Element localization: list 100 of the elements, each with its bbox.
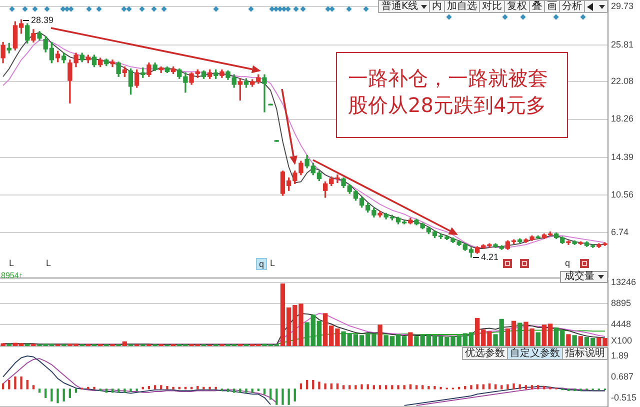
bar bbox=[160, 385, 162, 390]
button: 画 bbox=[544, 0, 560, 13]
y-tick-label: 29.73 bbox=[611, 1, 634, 12]
bar bbox=[202, 386, 205, 390]
bar bbox=[372, 385, 375, 390]
bar bbox=[415, 385, 418, 390]
bar bbox=[190, 386, 193, 390]
bar bbox=[409, 384, 412, 390]
annotation: L bbox=[270, 258, 276, 268]
annotation: 叠 bbox=[532, 1, 542, 12]
annotation: 8954↑ bbox=[1, 271, 23, 280]
bar bbox=[524, 385, 527, 390]
bar bbox=[166, 386, 168, 390]
bar bbox=[348, 385, 351, 390]
y-axis-title: X100 bbox=[611, 335, 632, 346]
bar bbox=[378, 385, 382, 390]
bar bbox=[105, 388, 108, 393]
bar bbox=[360, 384, 363, 390]
bar bbox=[2, 383, 4, 390]
annotation: L bbox=[46, 258, 52, 268]
bar bbox=[385, 385, 388, 390]
y-tick-label: 22.08 bbox=[611, 76, 634, 86]
dropdown: 成交量 bbox=[560, 271, 608, 283]
annotation: 股价从28元跌到4元多 bbox=[348, 92, 548, 119]
button: 加自选 bbox=[444, 0, 480, 13]
bar bbox=[324, 383, 326, 390]
bar bbox=[269, 388, 272, 400]
bar bbox=[458, 386, 460, 390]
y-tick-label: 0.687 bbox=[611, 372, 634, 382]
bar bbox=[428, 386, 430, 390]
bar bbox=[330, 383, 332, 390]
annotation: 指标说明 bbox=[565, 348, 605, 359]
bar bbox=[68, 388, 71, 398]
bar bbox=[172, 386, 174, 390]
bar bbox=[154, 385, 156, 390]
bar bbox=[44, 388, 47, 398]
annotation: 对比 bbox=[482, 1, 502, 12]
bar bbox=[148, 386, 150, 390]
bar bbox=[578, 336, 583, 346]
annotation: 分析 bbox=[562, 1, 582, 12]
bar bbox=[536, 332, 540, 346]
button: 分析 bbox=[559, 0, 585, 13]
bar bbox=[537, 385, 540, 390]
annotation: 优选参数 bbox=[465, 348, 505, 359]
bar bbox=[306, 380, 308, 390]
bar bbox=[214, 386, 217, 390]
annotation: 一路补仓，一路就被套 bbox=[348, 65, 549, 92]
bar bbox=[226, 388, 230, 392]
bar bbox=[573, 388, 576, 392]
bar bbox=[464, 386, 466, 390]
annotation: 画 bbox=[547, 1, 557, 12]
annotation: 复权 bbox=[507, 1, 527, 12]
bar bbox=[506, 384, 509, 390]
bar bbox=[87, 386, 90, 390]
bar bbox=[482, 384, 484, 390]
button: 自定义参数 bbox=[507, 347, 563, 360]
bar bbox=[530, 385, 534, 390]
bar bbox=[220, 388, 223, 392]
y-tick-label: 6.74 bbox=[611, 226, 629, 237]
button: 叠 bbox=[529, 0, 545, 13]
bar bbox=[567, 388, 570, 392]
bar bbox=[136, 388, 138, 392]
bar bbox=[74, 388, 78, 393]
bar bbox=[233, 388, 236, 393]
bar bbox=[50, 388, 53, 402]
bar bbox=[62, 388, 65, 402]
y-tick-label: 25.81 bbox=[611, 40, 634, 50]
annotation: q bbox=[565, 258, 570, 268]
button: 优选参数 bbox=[462, 347, 508, 360]
bar bbox=[518, 384, 521, 390]
bar bbox=[318, 382, 320, 390]
bar bbox=[543, 386, 546, 390]
bar bbox=[14, 376, 16, 390]
bar bbox=[20, 376, 22, 390]
bar bbox=[117, 388, 120, 393]
bar bbox=[56, 388, 59, 404]
bar bbox=[580, 388, 582, 392]
bar bbox=[111, 388, 114, 393]
bar bbox=[208, 386, 211, 390]
bar bbox=[572, 335, 577, 346]
bar bbox=[0, 343, 6, 346]
button: 内 bbox=[429, 0, 445, 13]
bar bbox=[312, 380, 314, 390]
bar bbox=[257, 388, 260, 392]
annotation: 28.39 bbox=[23, 15, 54, 25]
bar bbox=[566, 334, 571, 346]
bar bbox=[391, 385, 394, 390]
bar bbox=[26, 380, 28, 390]
bar bbox=[440, 386, 442, 390]
annotation: 普通K线 bbox=[381, 1, 418, 12]
bar bbox=[239, 388, 242, 393]
button: 复权 bbox=[504, 0, 530, 13]
bar bbox=[549, 386, 552, 390]
y-tick-label: 4448 bbox=[611, 319, 632, 330]
bar bbox=[251, 388, 254, 393]
y-tick-label: 8895 bbox=[611, 298, 632, 308]
bar bbox=[408, 332, 413, 346]
y-tick-label: -0.515 bbox=[611, 392, 637, 402]
annotation: q bbox=[256, 258, 268, 270]
bar bbox=[122, 341, 127, 346]
